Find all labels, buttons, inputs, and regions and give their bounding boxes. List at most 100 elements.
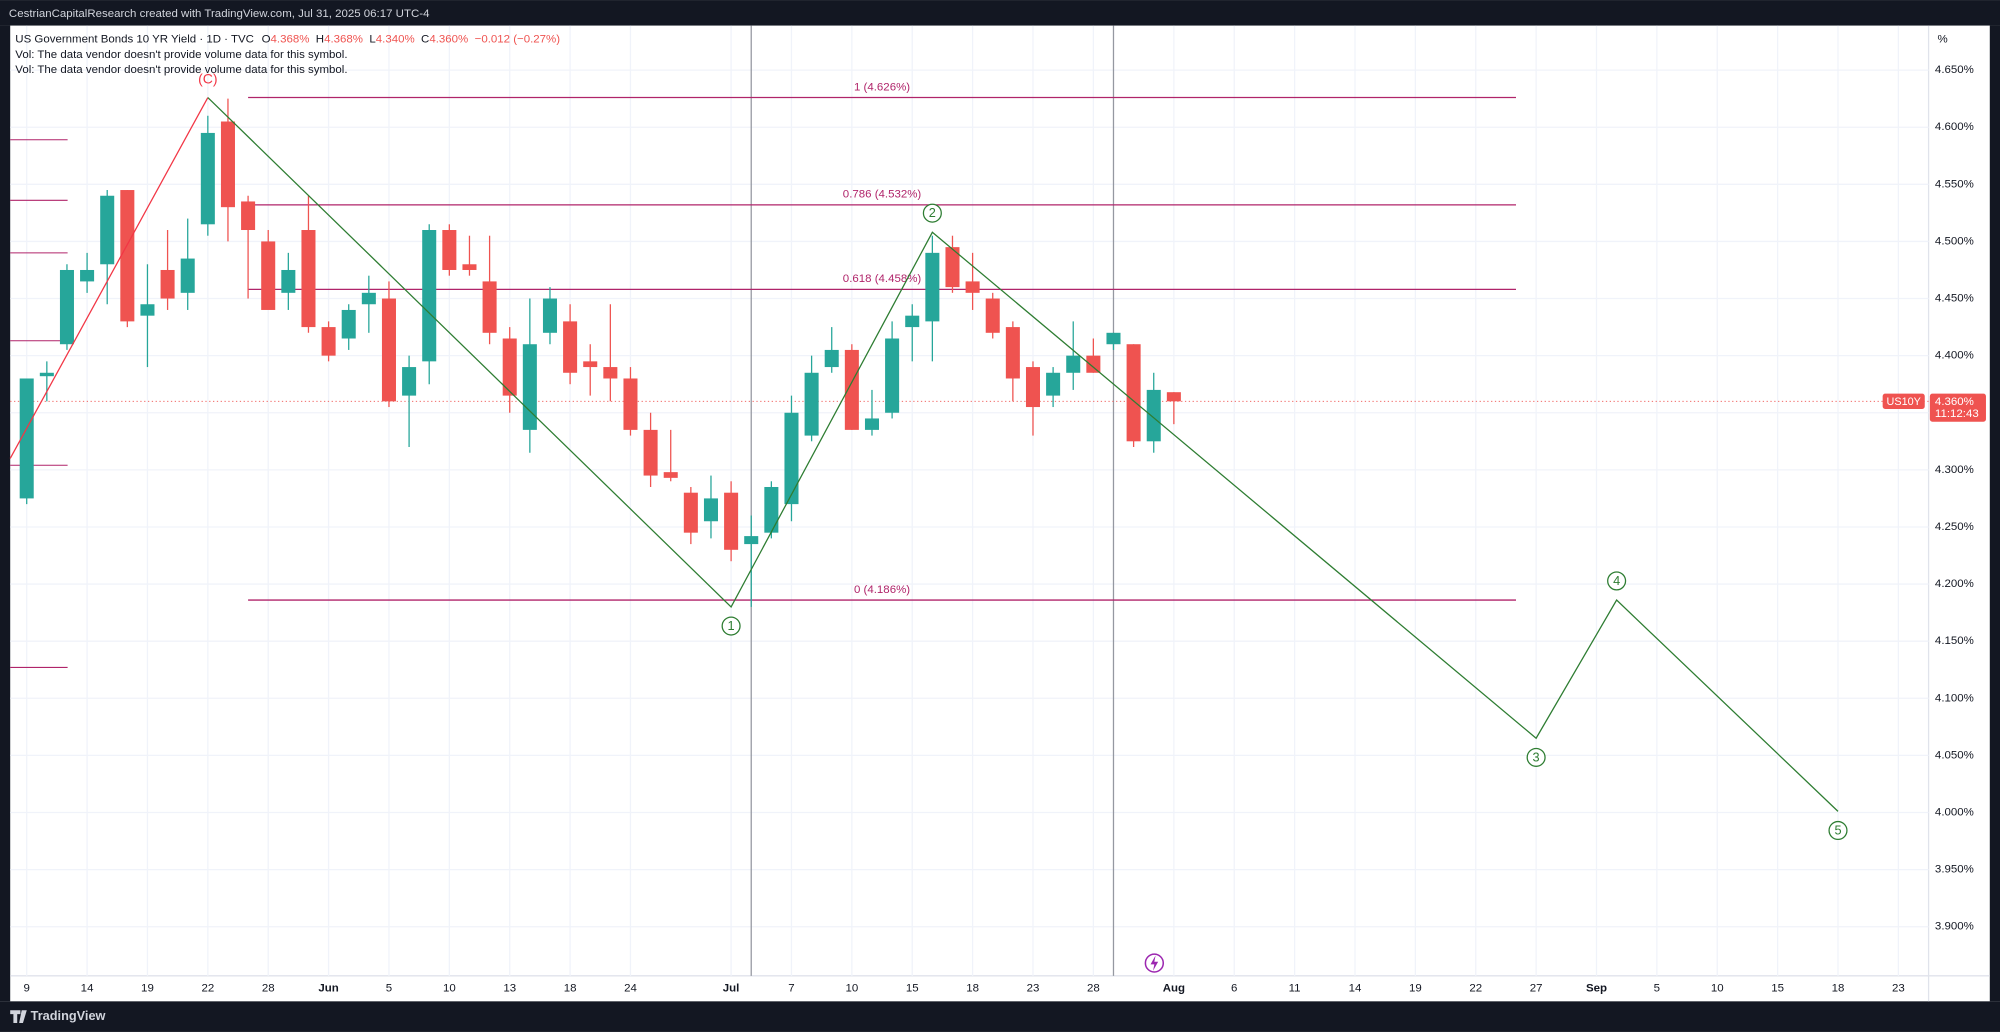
wave-label-circle xyxy=(721,616,741,636)
candle-body xyxy=(241,201,256,231)
candle-body xyxy=(1166,392,1181,402)
candle-body xyxy=(1106,332,1121,345)
ohlc-key: H xyxy=(316,34,324,46)
candle-body xyxy=(502,338,517,396)
x-tick-label: 5 xyxy=(1654,983,1660,995)
candle-body xyxy=(623,378,638,430)
wave-label-circle xyxy=(1526,747,1546,767)
ohlc-key: C xyxy=(421,34,429,46)
right-border xyxy=(1989,25,2000,1002)
ohlc-value: 4.340% xyxy=(376,34,415,46)
top-bar xyxy=(0,0,2000,26)
ohlc-key: O xyxy=(262,34,271,46)
candle-body xyxy=(583,361,598,368)
fib-label: 0.786 (4.532%) xyxy=(843,189,922,201)
x-tick-label: 18 xyxy=(564,983,577,995)
ohlc-value: 4.368% xyxy=(324,34,363,46)
x-tick-label: 9 xyxy=(24,983,30,995)
brand: TradingView xyxy=(31,1008,106,1023)
symbol-tag xyxy=(1882,393,1925,409)
wave-label: (C) xyxy=(198,70,217,86)
x-tick-label: 28 xyxy=(262,983,275,995)
candle-body xyxy=(321,327,336,356)
symbol-label: US10Y xyxy=(1887,396,1921,408)
x-tick-label: 23 xyxy=(1892,983,1905,995)
change: −0.012 (−0.27%) xyxy=(475,34,561,46)
candle-body xyxy=(422,230,437,362)
left-border xyxy=(0,25,11,1002)
candle-body xyxy=(1146,389,1161,442)
x-tick-label: 22 xyxy=(201,983,214,995)
candle-body xyxy=(1046,372,1061,396)
x-tick-label: 5 xyxy=(386,983,392,995)
x-tick-label: 11 xyxy=(1289,983,1301,995)
candle-body xyxy=(522,344,537,430)
y-tick-label: 4.600% xyxy=(1935,121,1974,133)
y-tick-label: 4.550% xyxy=(1935,178,1974,190)
x-tick-label: 13 xyxy=(503,983,516,995)
candle-body xyxy=(724,492,739,550)
x-tick-label: 14 xyxy=(1349,983,1362,995)
candle-body xyxy=(381,298,396,402)
x-tick-label: Jun xyxy=(318,983,338,995)
candle-body xyxy=(462,264,477,270)
wave-label: 4 xyxy=(1613,573,1620,588)
ohlc-value: 4.360% xyxy=(429,34,468,46)
candle-body xyxy=(905,315,920,328)
wave-label: 2 xyxy=(929,205,936,220)
candle-body xyxy=(361,292,376,305)
x-tick-label: 15 xyxy=(906,983,919,995)
x-tick-label: 19 xyxy=(141,983,154,995)
fib-label: 1 (4.626%) xyxy=(854,81,910,93)
price-tag xyxy=(1929,393,1986,422)
title: US Government Bonds 10 YR Yield · 1D · T… xyxy=(15,34,254,46)
candle-body xyxy=(1126,344,1141,442)
x-tick-label: 7 xyxy=(788,983,794,995)
candle-body xyxy=(824,349,839,368)
brand-logo xyxy=(10,1010,27,1024)
y-tick-label: 3.950% xyxy=(1935,864,1974,876)
candle-body xyxy=(703,498,718,522)
price-label: 4.360% xyxy=(1935,396,1974,408)
candle-body xyxy=(281,269,296,293)
note: Vol: The data vendor doesn't provide vol… xyxy=(15,49,347,61)
candle-body xyxy=(261,241,276,310)
y-tick-label: 4.300% xyxy=(1935,464,1974,476)
candle-body xyxy=(603,367,618,379)
x-tick-label: 10 xyxy=(1711,983,1724,995)
candle-body xyxy=(563,321,578,373)
x-tick-label: 22 xyxy=(1469,983,1482,995)
candle-body xyxy=(885,338,900,413)
y-tick-label: 4.650% xyxy=(1935,64,1974,76)
candle-body xyxy=(1025,367,1040,408)
candle-body xyxy=(864,418,879,430)
y-tick-label: 4.400% xyxy=(1935,350,1974,362)
candle-body xyxy=(965,281,980,293)
candle-body xyxy=(341,309,356,339)
candle-body xyxy=(985,298,1000,333)
header: US Government Bonds 10 YR Yield · 1D · T… xyxy=(15,34,560,46)
candle-body xyxy=(643,429,658,476)
y-tick-label: 4.100% xyxy=(1935,692,1974,704)
candle-body xyxy=(120,190,135,322)
candle-body xyxy=(925,252,940,322)
y-tick-label: 4.250% xyxy=(1935,521,1974,533)
wave-line xyxy=(207,97,1839,812)
candle-body xyxy=(301,230,316,328)
wave-c-line xyxy=(9,97,209,459)
candle-body xyxy=(945,247,960,288)
candle-body xyxy=(683,492,698,533)
candle-body xyxy=(19,378,34,499)
y-tick-label: 4.050% xyxy=(1935,749,1974,761)
wave-label: 3 xyxy=(1533,749,1540,764)
x-tick-label: 6 xyxy=(1231,983,1237,995)
candle-body xyxy=(1066,355,1081,373)
candle-body xyxy=(100,195,115,265)
candle-body xyxy=(1005,327,1020,379)
y-tick-label: 4.500% xyxy=(1935,235,1974,247)
x-tick-label: Aug xyxy=(1163,983,1185,995)
x-tick-label: Sep xyxy=(1586,983,1607,995)
fib-label: 0.618 (4.458%) xyxy=(843,273,922,285)
wave-label-circle xyxy=(1828,820,1848,841)
